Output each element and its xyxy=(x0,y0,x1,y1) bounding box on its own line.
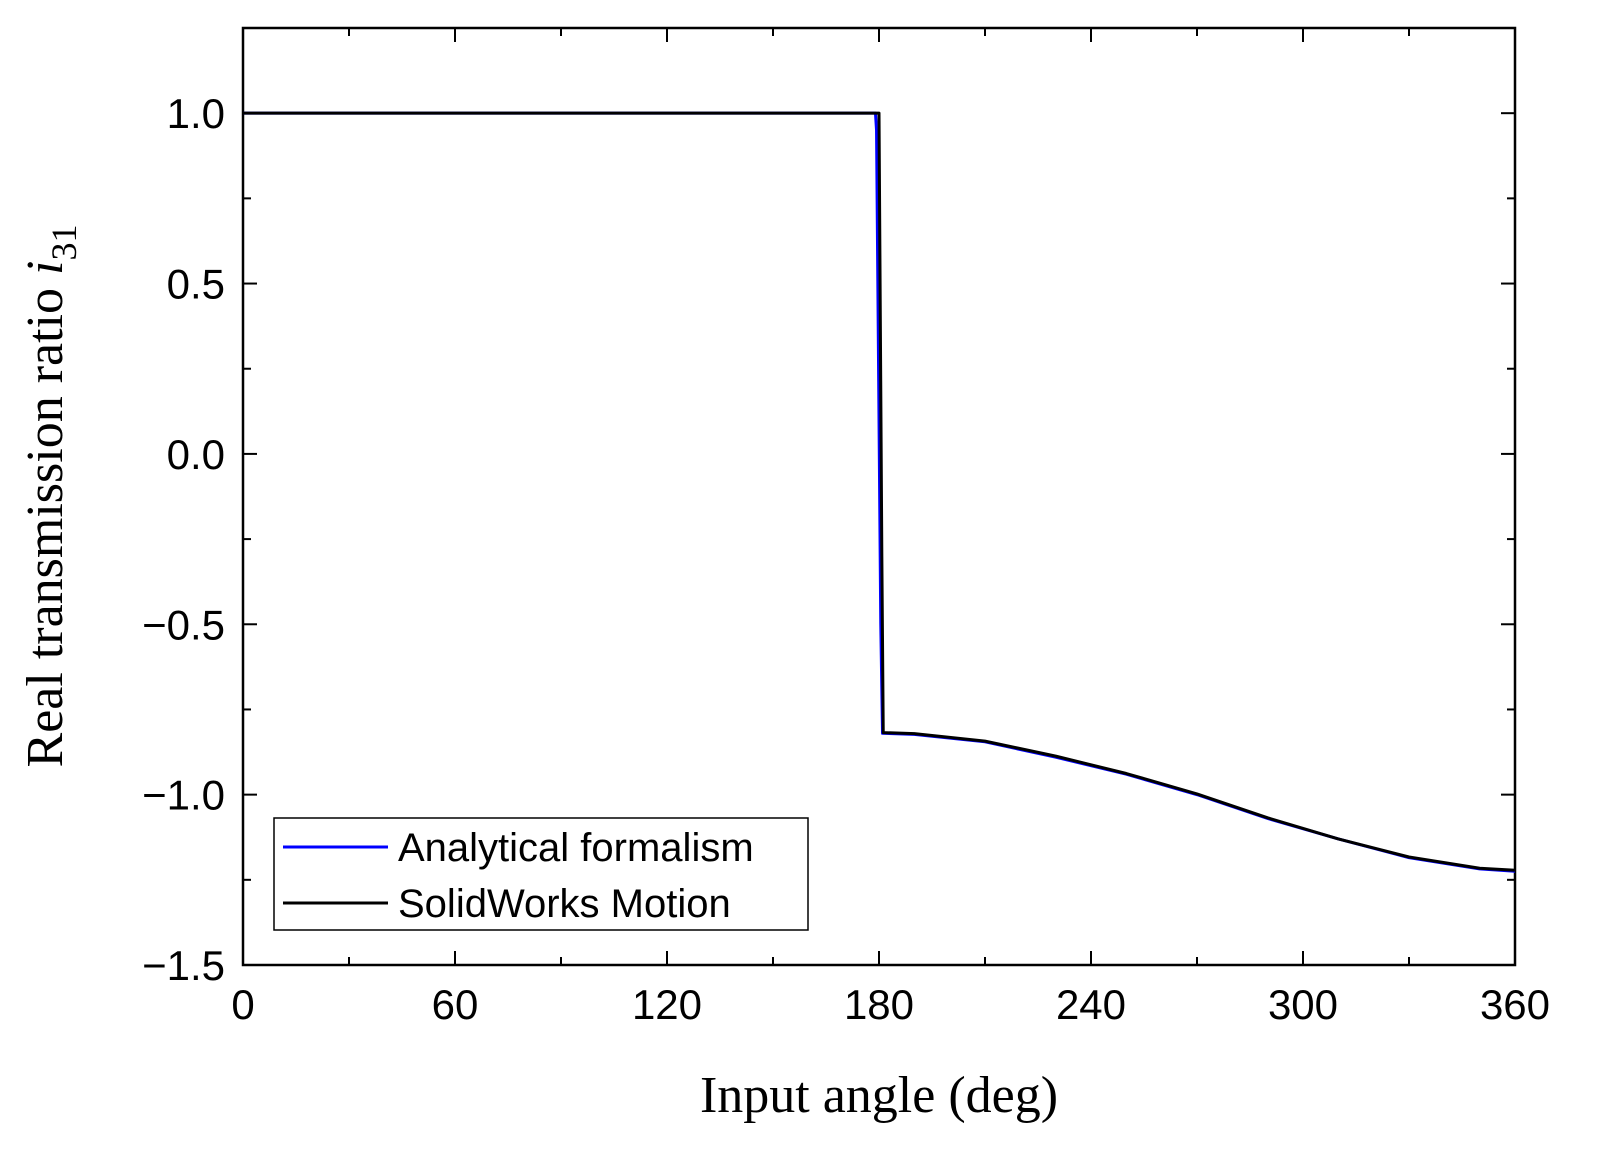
tick-labels: 0 60 120 180 240 300 360 −1.5 −1.0 −0.5 0.0 0.5 1.0 xyxy=(142,90,1550,1028)
legend-box xyxy=(273,817,809,931)
x-tick-label: 360 xyxy=(1480,981,1550,1028)
y-axis-title-symbol: i xyxy=(17,261,74,275)
legend-label-solidworks: SolidWorks Motion xyxy=(398,882,731,926)
x-tick-label: 0 xyxy=(231,981,254,1028)
y-tick-label: −1.5 xyxy=(142,942,225,989)
y-tick-label: −1.0 xyxy=(142,772,225,819)
y-tick-label: 0.0 xyxy=(167,431,225,478)
x-axis-title: Input angle (deg) xyxy=(700,1067,1058,1124)
y-tick-label: 0.5 xyxy=(167,261,225,308)
y-tick-label: 1.0 xyxy=(167,90,225,137)
series-layer xyxy=(243,111,1516,873)
series-line-solidworks-motion xyxy=(243,111,1516,872)
y-axis-title: Real transmission ratio i31 xyxy=(17,225,84,768)
y-axis-title-main: Real transmission ratio xyxy=(17,275,74,767)
x-tick-label: 120 xyxy=(632,981,702,1028)
x-tick-label: 180 xyxy=(844,981,914,1028)
x-tick-label: 240 xyxy=(1056,981,1126,1028)
x-tick-label: 60 xyxy=(432,981,479,1028)
legend-label-analytical: Analytical formalism xyxy=(398,826,754,870)
x-tick-label: 300 xyxy=(1268,981,1338,1028)
legend: Analytical formalism SolidWorks Motion xyxy=(273,817,809,931)
y-axis-title-subscript: 31 xyxy=(44,225,84,261)
y-tick-label: −0.5 xyxy=(142,601,225,648)
